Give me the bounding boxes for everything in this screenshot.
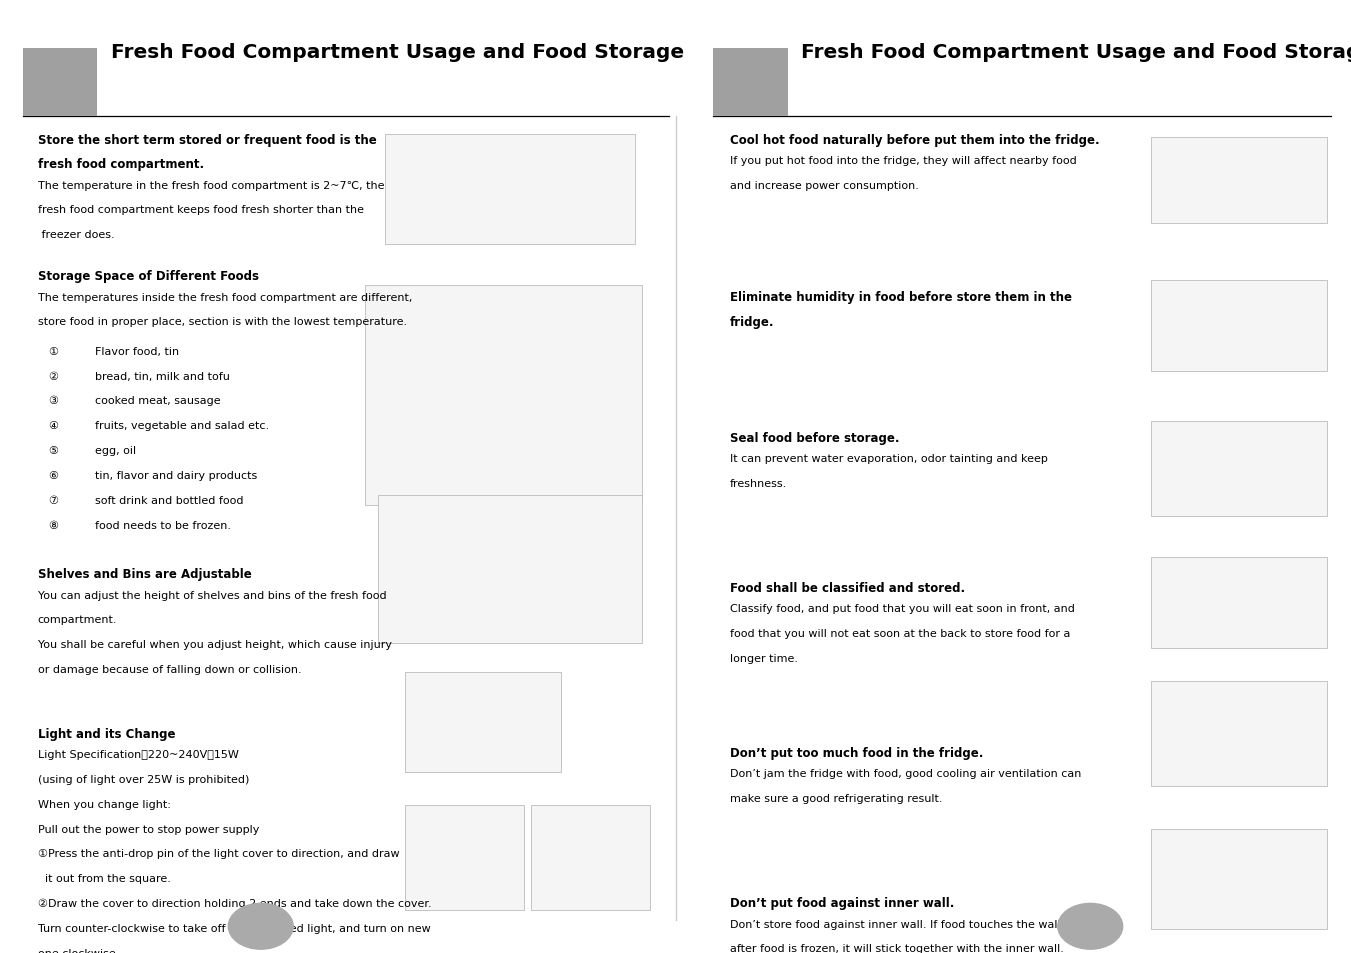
Text: ③: ③ <box>49 396 58 406</box>
Text: Fresh Food Compartment Usage and Food Storage: Fresh Food Compartment Usage and Food St… <box>111 43 684 62</box>
Text: The temperature in the fresh food compartment is 2~7℃, the: The temperature in the fresh food compar… <box>38 180 384 191</box>
Text: soft drink and bottled food: soft drink and bottled food <box>95 496 243 505</box>
FancyBboxPatch shape <box>1151 829 1327 929</box>
Text: food needs to be frozen.: food needs to be frozen. <box>95 520 231 530</box>
Text: Store the short term stored or frequent food is the: Store the short term stored or frequent … <box>38 133 377 147</box>
FancyBboxPatch shape <box>405 805 524 910</box>
Text: after food is frozen, it will stick together with the inner wall.: after food is frozen, it will stick toge… <box>730 943 1063 953</box>
Bar <box>713 49 788 117</box>
Text: (using of light over 25W is prohibited): (using of light over 25W is prohibited) <box>38 774 249 784</box>
Text: Classify food, and put food that you will eat soon in front, and: Classify food, and put food that you wil… <box>730 603 1074 614</box>
Text: longer time.: longer time. <box>730 653 797 663</box>
Text: When you change light:: When you change light: <box>38 799 170 809</box>
Text: compartment.: compartment. <box>38 615 118 624</box>
Text: Food shall be classified and stored.: Food shall be classified and stored. <box>730 581 965 594</box>
Text: If you put hot food into the fridge, they will affect nearby food: If you put hot food into the fridge, the… <box>730 155 1077 166</box>
Text: or damage because of falling down or collision.: or damage because of falling down or col… <box>38 664 301 674</box>
Text: fridge.: fridge. <box>730 315 774 329</box>
FancyBboxPatch shape <box>531 805 650 910</box>
Text: It can prevent water evaporation, odor tainting and keep: It can prevent water evaporation, odor t… <box>730 454 1047 463</box>
Text: Turn counter-clockwise to take off the damaged light, and turn on new: Turn counter-clockwise to take off the d… <box>38 923 431 933</box>
Text: bread, tin, milk and tofu: bread, tin, milk and tofu <box>95 372 230 381</box>
Bar <box>23 49 97 117</box>
Text: ②: ② <box>49 372 58 381</box>
Text: ④: ④ <box>49 421 58 431</box>
Text: Eliminate humidity in food before store them in the: Eliminate humidity in food before store … <box>730 291 1071 304</box>
Text: ⑤: ⑤ <box>49 446 58 456</box>
Text: Pull out the power to stop power supply: Pull out the power to stop power supply <box>38 823 259 834</box>
Text: fruits, vegetable and salad etc.: fruits, vegetable and salad etc. <box>95 421 269 431</box>
FancyBboxPatch shape <box>365 286 642 505</box>
Text: Cool hot food naturally before put them into the fridge.: Cool hot food naturally before put them … <box>730 133 1100 147</box>
Circle shape <box>1058 903 1123 949</box>
Text: one clockwise.: one clockwise. <box>38 947 119 953</box>
Text: and increase power consumption.: and increase power consumption. <box>730 180 919 191</box>
Text: ⑧: ⑧ <box>49 520 58 530</box>
Text: Light Specification：220~240V．15W: Light Specification：220~240V．15W <box>38 749 239 760</box>
FancyBboxPatch shape <box>1151 281 1327 372</box>
Text: You shall be careful when you adjust height, which cause injury: You shall be careful when you adjust hei… <box>38 639 392 649</box>
FancyBboxPatch shape <box>1151 421 1327 517</box>
Text: fresh food compartment keeps food fresh shorter than the: fresh food compartment keeps food fresh … <box>38 205 363 215</box>
Text: it out from the square.: it out from the square. <box>38 873 170 883</box>
Text: fresh food compartment.: fresh food compartment. <box>38 158 204 172</box>
FancyBboxPatch shape <box>378 496 642 643</box>
FancyBboxPatch shape <box>385 135 635 245</box>
Text: freezer does.: freezer does. <box>38 230 115 240</box>
Text: ⑦: ⑦ <box>49 496 58 505</box>
Text: Don’t jam the fridge with food, good cooling air ventilation can: Don’t jam the fridge with food, good coo… <box>730 769 1081 779</box>
Text: Shelves and Bins are Adjustable: Shelves and Bins are Adjustable <box>38 568 251 580</box>
Text: Don’t store food against inner wall. If food touches the wall,: Don’t store food against inner wall. If … <box>730 919 1063 928</box>
Text: store food in proper place, section is with the lowest temperature.: store food in proper place, section is w… <box>38 317 407 327</box>
Text: Don’t put too much food in the fridge.: Don’t put too much food in the fridge. <box>730 746 984 760</box>
Text: Storage Space of Different Foods: Storage Space of Different Foods <box>38 270 259 283</box>
Text: ⑥: ⑥ <box>49 471 58 480</box>
Text: ①: ① <box>49 347 58 356</box>
Text: Flavor food, tin: Flavor food, tin <box>95 347 178 356</box>
Text: egg, oil: egg, oil <box>95 446 135 456</box>
Text: ①Press the anti-drop pin of the light cover to direction, and draw: ①Press the anti-drop pin of the light co… <box>38 848 400 859</box>
FancyBboxPatch shape <box>405 672 561 772</box>
FancyBboxPatch shape <box>1151 558 1327 648</box>
Text: You can adjust the height of shelves and bins of the fresh food: You can adjust the height of shelves and… <box>38 590 386 599</box>
Text: Fresh Food Compartment Usage and Food Storage: Fresh Food Compartment Usage and Food St… <box>801 43 1351 62</box>
Text: freshness.: freshness. <box>730 478 786 488</box>
Text: The temperatures inside the fresh food compartment are different,: The temperatures inside the fresh food c… <box>38 293 412 302</box>
FancyBboxPatch shape <box>1151 138 1327 224</box>
Text: Seal food before storage.: Seal food before storage. <box>730 431 898 444</box>
Text: Light and its Change: Light and its Change <box>38 727 176 740</box>
Text: make sure a good refrigerating result.: make sure a good refrigerating result. <box>730 794 942 803</box>
Text: ②Draw the cover to direction holding 2 ends and take down the cover.: ②Draw the cover to direction holding 2 e… <box>38 898 431 908</box>
Text: cooked meat, sausage: cooked meat, sausage <box>95 396 220 406</box>
Text: Don’t put food against inner wall.: Don’t put food against inner wall. <box>730 897 954 909</box>
Circle shape <box>228 903 293 949</box>
Text: food that you will not eat soon at the back to store food for a: food that you will not eat soon at the b… <box>730 628 1070 639</box>
FancyBboxPatch shape <box>1151 681 1327 786</box>
Text: tin, flavor and dairy products: tin, flavor and dairy products <box>95 471 257 480</box>
